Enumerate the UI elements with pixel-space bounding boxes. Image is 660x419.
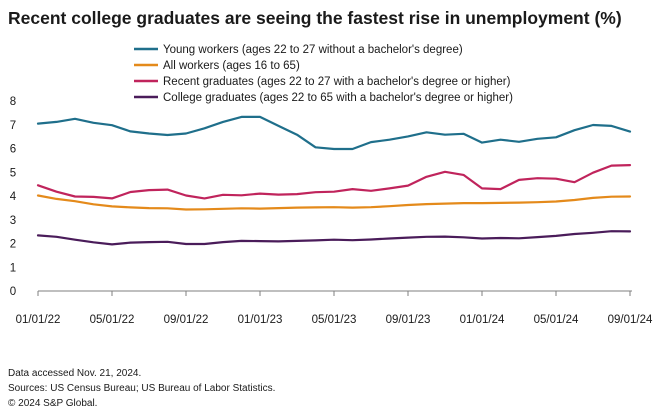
- y-tick-label: 1: [10, 262, 16, 274]
- x-tick-label: 01/01/23: [238, 314, 283, 326]
- chart-footer: Data accessed Nov. 21, 2024. Sources: US…: [8, 366, 275, 411]
- y-tick-label: 0: [10, 286, 16, 298]
- legend: Young workers (ages 22 to 27 without a b…: [134, 44, 513, 104]
- x-tick-label: 01/01/24: [460, 314, 505, 326]
- series-line-3: [36, 164, 632, 200]
- axes: 0 1 2 3 4 5 6 7 8 01/01/22 05/01/22 09/01/22 01/01/2…: [10, 96, 653, 326]
- y-tick-label: 7: [10, 120, 16, 132]
- chart-title: Recent college graduates are seeing the …: [8, 8, 622, 28]
- y-tick-label: 5: [10, 167, 16, 179]
- x-tick-label: 01/01/22: [16, 314, 61, 326]
- x-tick-label: 09/01/22: [164, 314, 209, 326]
- series-line-2: [36, 194, 632, 211]
- y-tick-label: 4: [10, 191, 17, 203]
- x-tick-label: 05/01/23: [312, 314, 357, 326]
- legend-label-3: Recent graduates (ages 22 to 27 with a b…: [163, 76, 511, 88]
- series-line-1: [36, 115, 632, 151]
- y-tick-label: 8: [10, 96, 16, 108]
- footer-sources: Sources: US Census Bureau; US Bureau of …: [8, 383, 276, 394]
- series-line-4: [36, 230, 632, 246]
- x-tick-label: 05/01/22: [90, 314, 135, 326]
- x-tick-label: 05/01/24: [534, 314, 579, 326]
- x-tick-label: 09/01/23: [386, 314, 431, 326]
- series-lines: [36, 115, 632, 246]
- x-tick-label: 09/01/24: [608, 314, 653, 326]
- legend-label-4: College graduates (ages 22 to 65 with a …: [163, 92, 513, 104]
- y-tick-label: 2: [10, 239, 16, 251]
- legend-label-2: All workers (ages 16 to 65): [163, 60, 300, 72]
- footer-data-accessed: Data accessed Nov. 21, 2024.: [8, 368, 142, 379]
- legend-label-1: Young workers (ages 22 to 27 without a b…: [163, 44, 463, 56]
- footer-copyright: © 2024 S&P Global.: [8, 398, 98, 409]
- y-tick-label: 6: [10, 144, 16, 156]
- y-tick-label: 3: [10, 215, 16, 227]
